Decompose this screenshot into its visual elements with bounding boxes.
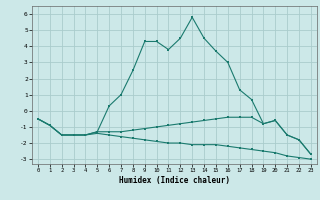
X-axis label: Humidex (Indice chaleur): Humidex (Indice chaleur) bbox=[119, 176, 230, 185]
